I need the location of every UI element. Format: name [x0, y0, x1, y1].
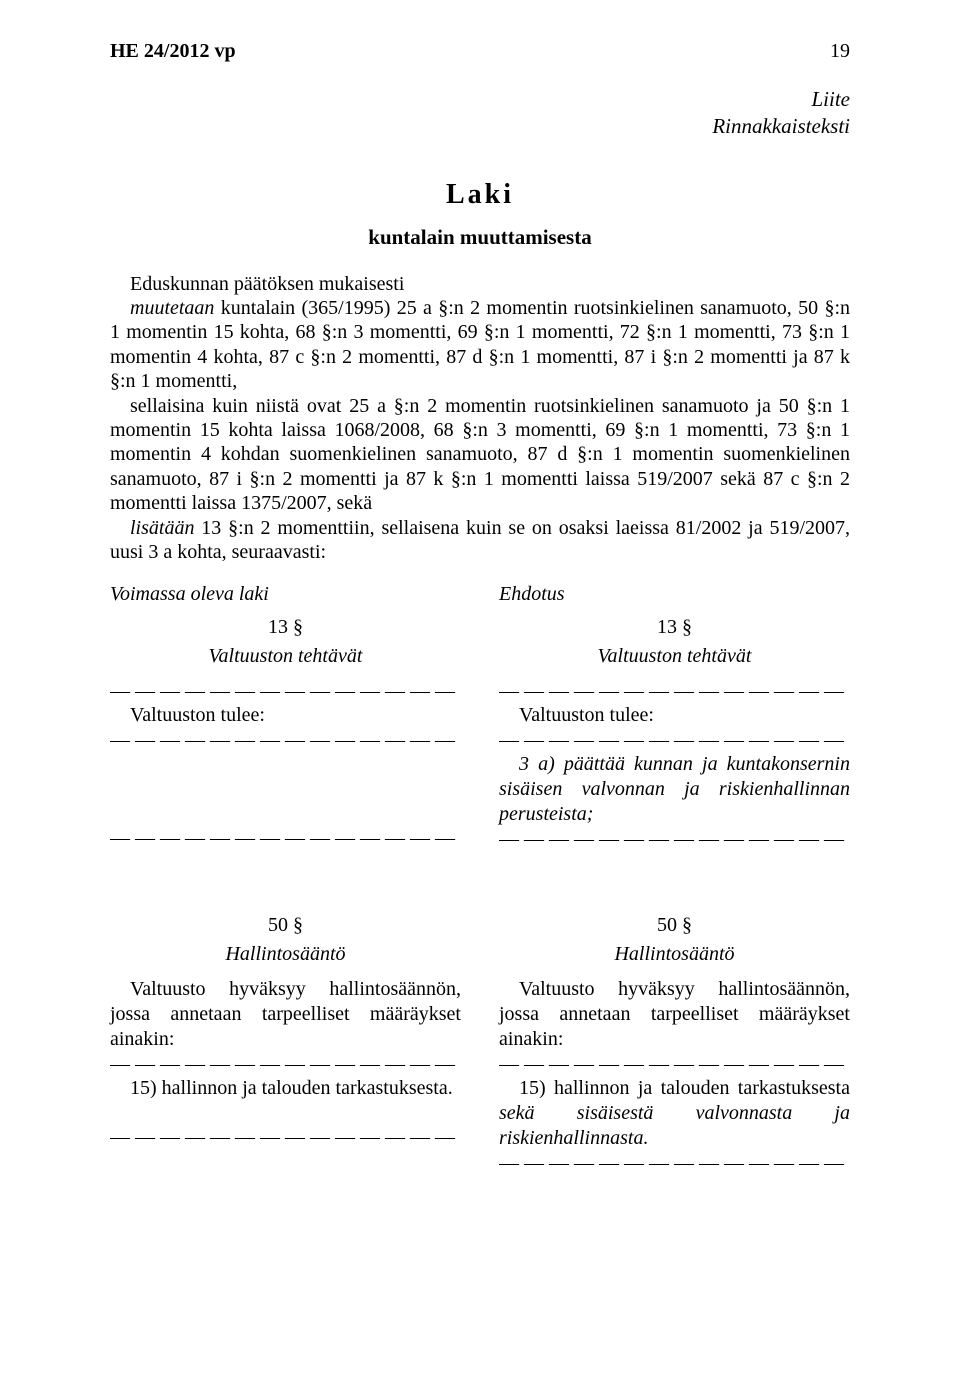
preamble-p3-rest: 13 §:n 2 momenttiin, sellaisena kuin se …: [110, 517, 850, 563]
columns-13: Voimassa oleva laki 13 § Valtuuston teht…: [110, 582, 850, 851]
right-50-item15a: 15) hallinnon ja talouden tarkastuksesta: [519, 1077, 850, 1099]
left-column-50: 50 § Hallintosääntö Valtuusto hyväksyy h…: [110, 905, 461, 1175]
right-50-title: Hallintosääntö: [499, 942, 850, 967]
right-column: Ehdotus 13 § Valtuuston tehtävät — — — —…: [499, 582, 850, 851]
left-50-item15: 15) hallinnon ja talouden tarkastuksesta…: [110, 1076, 461, 1101]
preamble-lisataan: lisätään: [130, 517, 194, 539]
dash-line: — — — — — — — — — — — — — —: [110, 826, 461, 850]
right-50-item15b: sekä sisäisestä valvonnasta ja riskienha…: [499, 1102, 850, 1149]
dash-line: — — — — — — — — — — — — — —: [110, 679, 461, 703]
left-13-num: 13 §: [110, 615, 461, 640]
preamble-muutetaan: muutetaan: [130, 297, 214, 319]
left-50-title: Hallintosääntö: [110, 942, 461, 967]
dash-line: — — — — — — — — — — — — — —: [499, 1151, 850, 1175]
dash-line: — — — — — — — — — — — — — —: [110, 1052, 461, 1076]
left-column: Voimassa oleva laki 13 § Valtuuston teht…: [110, 582, 461, 851]
preamble: Eduskunnan päätöksen mukaisesti muutetaa…: [110, 272, 850, 565]
right-13-title: Valtuuston tehtävät: [499, 644, 850, 669]
dash-line: — — — — — — — — — — — — — —: [499, 679, 850, 703]
preamble-p3: lisätään 13 §:n 2 momenttiin, sellaisena…: [110, 516, 850, 565]
right-13-num: 13 §: [499, 615, 850, 640]
law-subtitle: kuntalain muuttamisesta: [110, 225, 850, 250]
preamble-p1a: Eduskunnan päätöksen mukaisesti: [110, 272, 850, 296]
dash-line: — — — — — — — — — — — — — —: [499, 827, 850, 851]
left-13-line: Valtuuston tulee:: [110, 703, 461, 728]
dash-line: — — — — — — — — — — — — — —: [499, 1052, 850, 1076]
preamble-p2: sellaisina kuin niistä ovat 25 a §:n 2 m…: [110, 394, 850, 516]
right-column-50: 50 § Hallintosääntö Valtuusto hyväksyy h…: [499, 905, 850, 1175]
columns-50: 50 § Hallintosääntö Valtuusto hyväksyy h…: [110, 905, 850, 1175]
right-50-p1: Valtuusto hyväksyy hallintosäännön, joss…: [499, 977, 850, 1052]
page-number: 19: [830, 40, 850, 63]
annex-line2: Rinnakkaisteksti: [110, 113, 850, 140]
annex-line1: Liite: [110, 86, 850, 113]
left-13-title: Valtuuston tehtävät: [110, 644, 461, 669]
left-50-num: 50 §: [110, 913, 461, 938]
preamble-p1b-rest: kuntalain (365/1995) 25 a §:n 2 momentin…: [110, 297, 850, 392]
doc-reference: HE 24/2012 vp: [110, 40, 236, 63]
annex-heading: Liite Rinnakkaisteksti: [110, 86, 850, 141]
dash-line: — — — — — — — — — — — — — —: [110, 1125, 461, 1149]
right-50-num: 50 §: [499, 913, 850, 938]
law-title: Laki: [110, 179, 850, 211]
right-heading: Ehdotus: [499, 582, 850, 607]
right-13-line: Valtuuston tulee:: [499, 703, 850, 728]
left-heading: Voimassa oleva laki: [110, 582, 461, 607]
right-50-item15: 15) hallinnon ja talouden tarkastuksesta…: [499, 1076, 850, 1151]
dash-line: — — — — — — — — — — — — — —: [499, 728, 850, 752]
left-50-p1: Valtuusto hyväksyy hallintosäännön, joss…: [110, 977, 461, 1052]
page: HE 24/2012 vp 19 Liite Rinnakkaisteksti …: [0, 0, 960, 1374]
preamble-p1b: muutetaan kuntalain (365/1995) 25 a §:n …: [110, 296, 850, 394]
dash-line: — — — — — — — — — — — — — —: [110, 728, 461, 752]
right-13-item: 3 a) päättää kunnan ja kuntakonsernin si…: [499, 752, 850, 827]
